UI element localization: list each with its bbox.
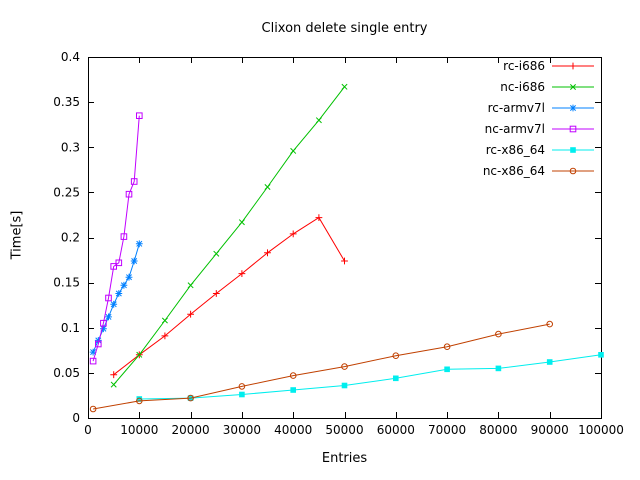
y-tick-label: 0.2 <box>61 231 80 245</box>
legend: rc-i686 nc-i686 rc-armv7l nc-armv7l rc-x86_6… <box>483 59 594 178</box>
legend-entry-rc-i686: rc-i686 <box>503 59 594 73</box>
legend-entry-nc-x86_64: nc-x86_64 <box>483 164 594 178</box>
x-tick-label: 100000 <box>578 423 624 437</box>
x-tick-label: 60000 <box>377 423 415 437</box>
x-tick-label: 90000 <box>531 423 569 437</box>
y-tick-label: 0 <box>72 411 80 425</box>
legend-label: nc-i686 <box>500 80 545 94</box>
plot-border <box>88 57 602 419</box>
series-nc-x86_64 <box>89 320 554 413</box>
x-tick-label: 10000 <box>120 423 158 437</box>
chart-title: Clixon delete single entry <box>261 21 428 36</box>
y-tick-label: 0.1 <box>61 321 80 335</box>
legend-label: rc-x86_64 <box>486 143 545 157</box>
y-tick-label: 0.4 <box>61 50 80 64</box>
tick-labels: 0 10000 20000 30000 40000 50000 60000 70000 8000… <box>53 50 624 437</box>
y-tick-label: 0.05 <box>53 366 80 380</box>
series-nc-armv7l <box>89 112 143 365</box>
legend-label: rc-armv7l <box>488 101 545 115</box>
legend-entry-rc-x86_64: rc-x86_64 <box>486 143 594 157</box>
x-tick-label: 80000 <box>479 423 517 437</box>
x-tick-label: 70000 <box>428 423 466 437</box>
legend-entry-nc-i686: nc-i686 <box>500 80 594 94</box>
series-rc-x86_64 <box>136 352 604 402</box>
legend-label: nc-armv7l <box>485 122 545 136</box>
y-tick-label: 0.35 <box>53 95 80 109</box>
x-tick-label: 30000 <box>223 423 261 437</box>
series-nc-i686 <box>110 83 348 388</box>
series-rc-armv7l <box>89 240 143 356</box>
y-tick-label: 0.3 <box>61 140 80 154</box>
legend-label: rc-i686 <box>503 59 545 73</box>
x-axis-label: Entries <box>321 451 368 466</box>
y-tick-label: 0.15 <box>53 276 80 290</box>
legend-entry-rc-armv7l: rc-armv7l <box>488 101 594 115</box>
y-tick-label: 0.25 <box>53 185 80 199</box>
legend-label: nc-x86_64 <box>483 164 545 178</box>
x-tick-label: 40000 <box>274 423 312 437</box>
legend-entry-nc-armv7l: nc-armv7l <box>485 122 594 136</box>
x-tick-label: 20000 <box>172 423 210 437</box>
x-tick-label: 50000 <box>325 423 363 437</box>
x-tick-label: 0 <box>84 423 92 437</box>
series-rc-i686 <box>110 214 348 379</box>
